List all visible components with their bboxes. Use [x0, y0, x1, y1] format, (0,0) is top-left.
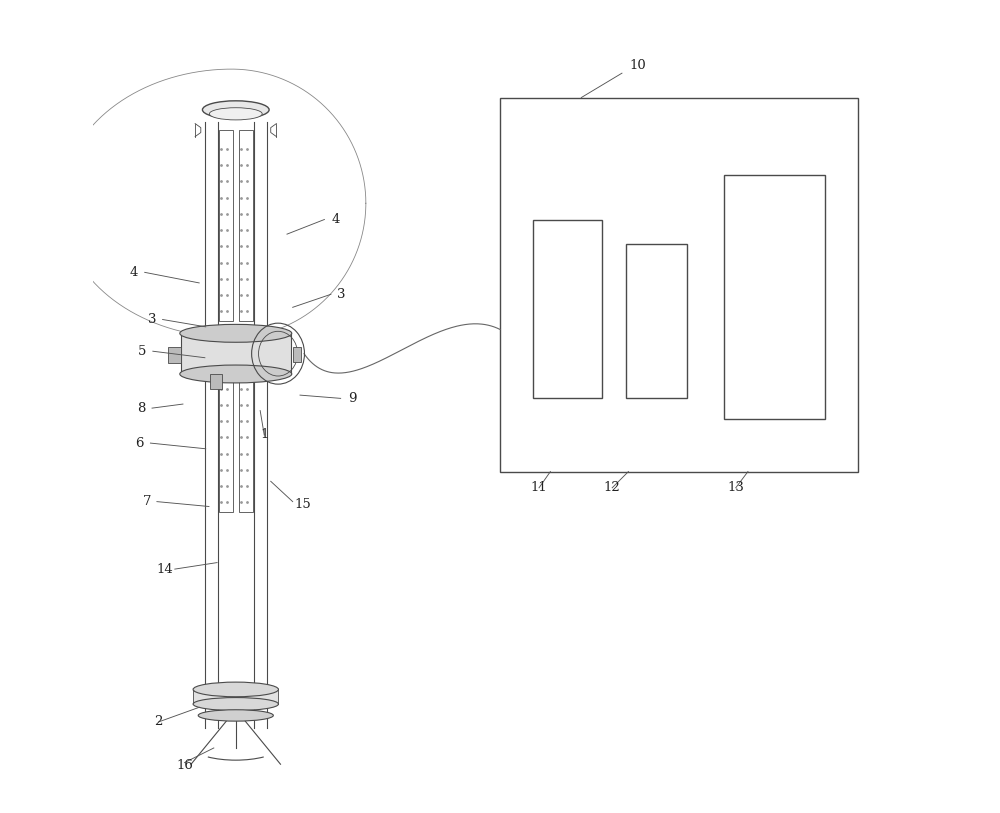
Text: 9: 9	[348, 392, 356, 405]
Text: 2: 2	[154, 715, 163, 728]
Bar	[219, 130, 233, 321]
Ellipse shape	[180, 324, 292, 342]
Bar	[626, 244, 687, 398]
Ellipse shape	[202, 101, 269, 119]
Ellipse shape	[193, 698, 278, 711]
Text: 8: 8	[137, 402, 146, 415]
Ellipse shape	[209, 108, 262, 120]
Bar	[193, 689, 278, 704]
Bar	[210, 374, 222, 389]
Text: 11: 11	[531, 481, 547, 494]
Bar	[168, 347, 181, 363]
Text: 15: 15	[295, 498, 312, 511]
Bar	[500, 98, 858, 472]
Text: 3: 3	[337, 288, 346, 301]
Text: 4: 4	[332, 213, 340, 226]
Text: 3: 3	[148, 313, 156, 326]
Bar	[724, 175, 825, 419]
Ellipse shape	[180, 365, 292, 383]
Bar	[533, 220, 602, 398]
Text: 14: 14	[157, 563, 173, 576]
Ellipse shape	[193, 682, 278, 697]
Text: 12: 12	[604, 481, 621, 494]
Bar	[239, 130, 253, 321]
Text: 7: 7	[143, 495, 151, 508]
Text: 6: 6	[136, 437, 144, 450]
Text: 16: 16	[176, 759, 193, 772]
Bar	[219, 370, 233, 512]
Bar	[293, 347, 301, 362]
Ellipse shape	[198, 710, 273, 721]
Bar	[239, 370, 253, 512]
Text: 13: 13	[727, 481, 744, 494]
Text: 10: 10	[630, 59, 647, 72]
Bar	[181, 333, 291, 374]
Text: 5: 5	[138, 345, 146, 358]
Text: 1: 1	[260, 428, 268, 441]
Text: 4: 4	[130, 266, 138, 279]
